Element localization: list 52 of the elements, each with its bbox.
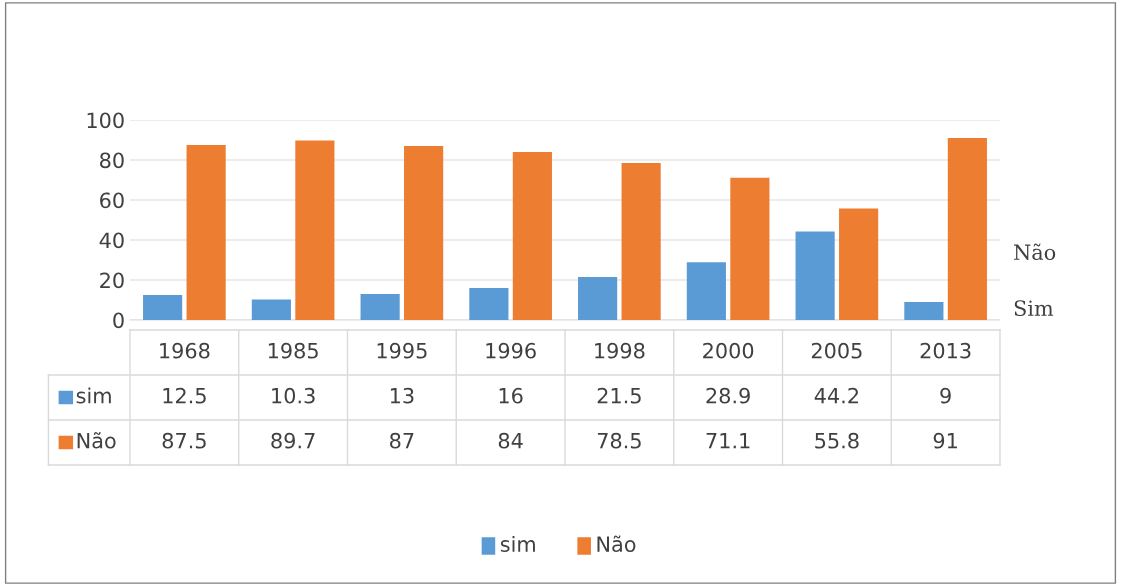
bar [404, 146, 444, 320]
bar [251, 299, 291, 320]
data-label: 87 [390, 432, 414, 449]
data-label: 9 [940, 387, 951, 404]
bar [578, 277, 618, 320]
x-tick-label: 1996 [486, 342, 536, 359]
bar [469, 288, 509, 320]
bar [686, 262, 726, 320]
data-label: 16 [499, 387, 523, 404]
legend-label: sim [76, 387, 111, 404]
data-label: 13 [390, 387, 414, 404]
bar [795, 231, 835, 320]
bar [143, 295, 183, 320]
text: sim [500, 535, 535, 553]
text: Sim [1014, 300, 1054, 317]
bar [512, 152, 552, 320]
data-label: 44.2 [814, 387, 858, 404]
data-label: 21.5 [597, 387, 641, 404]
y-tick-label: 0 [113, 312, 124, 329]
data-label: 12.5 [163, 387, 206, 404]
y-tick-label: 40 [99, 232, 124, 249]
y-tick-label: 60 [100, 192, 124, 209]
data-label: 71.1 [706, 433, 750, 449]
x-tick-label: 1995 [377, 342, 427, 359]
y-tick-label: 80 [100, 152, 124, 169]
data-label: 55.8 [815, 432, 859, 449]
x-tick-label: 1968 [160, 342, 210, 359]
bar [621, 163, 661, 320]
data-label: 89.7 [271, 432, 315, 449]
text: Não [1014, 243, 1056, 261]
data-label: 10.3 [272, 387, 315, 404]
y-tick-label: 100 [87, 112, 124, 129]
x-tick-label: 2013 [920, 342, 971, 359]
x-tick-label: 2005 [811, 342, 862, 359]
data-label: 84 [498, 432, 523, 449]
bar [186, 145, 226, 320]
data-label: 87.5 [162, 432, 206, 449]
text: Não [597, 535, 636, 553]
bar [295, 140, 335, 320]
bar [730, 177, 770, 320]
x-tick-label: 2000 [703, 342, 754, 359]
data-label: 78.5 [597, 432, 641, 449]
bar [360, 294, 400, 320]
legend-label: Não [77, 432, 116, 449]
data-label: 28.9 [706, 387, 750, 404]
bar [839, 208, 879, 320]
bar [947, 138, 987, 320]
x-tick-label: 1998 [595, 342, 645, 359]
bar [904, 302, 944, 320]
data-label: 91 [933, 432, 957, 449]
y-tick-label: 20 [100, 272, 124, 289]
x-tick-label: 1985 [268, 342, 318, 359]
